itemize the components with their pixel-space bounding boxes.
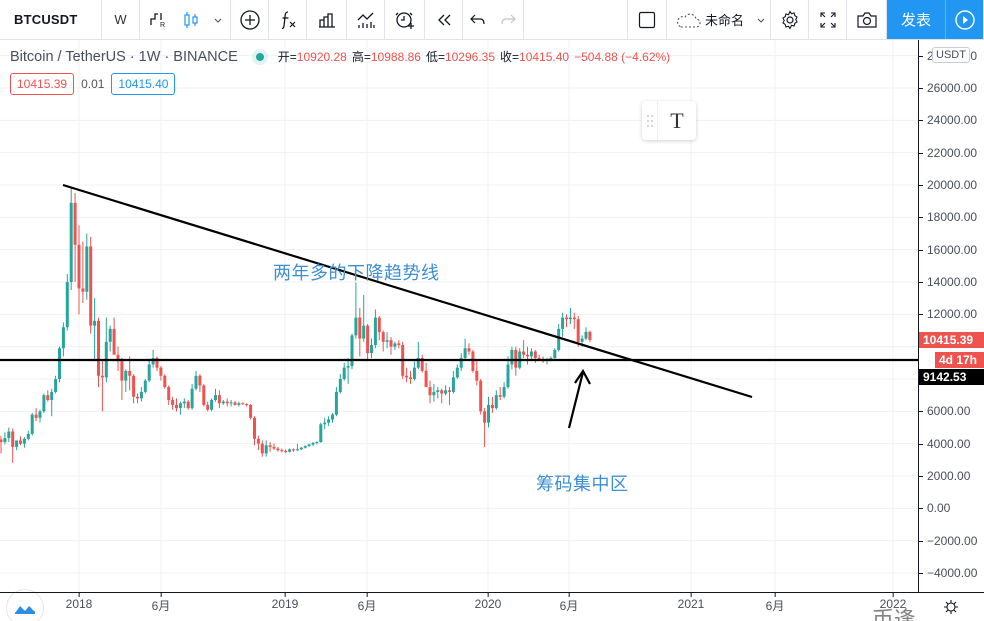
templates-icon[interactable] [347, 0, 385, 39]
horizontal-line-price-tag: 9142.53 [919, 369, 984, 385]
time-tick: 2021 [678, 593, 704, 611]
time-tick: 2019 [272, 593, 298, 611]
time-tick: 2020 [475, 593, 501, 611]
ohlc-open: 开=10920.28 [278, 48, 347, 65]
cloud-icon [675, 11, 701, 29]
bar-countdown-tag: 4d 17h [935, 352, 984, 368]
add-icon[interactable] [231, 0, 269, 39]
toolbar-spacer [524, 0, 628, 39]
drag-handle-icon[interactable] [642, 101, 658, 140]
chevron-down-icon [756, 15, 766, 25]
alert-icon[interactable] [385, 0, 425, 39]
time-axis[interactable]: 2018 6月 2019 6月 2020 6月 2021 6月 2022 [0, 592, 918, 621]
interval-button[interactable]: W [102, 0, 140, 39]
open-label: 开= [277, 50, 297, 64]
series-legend: Bitcoin / TetherUS · 1W · BINANCE 开=1092… [10, 48, 670, 65]
high-label: 高= [351, 50, 371, 64]
axis-settings-button[interactable] [918, 592, 984, 621]
replay-icon[interactable] [425, 0, 463, 39]
symbol-title[interactable]: Bitcoin / TetherUS · 1W · BINANCE [10, 48, 238, 65]
close-value: 10415.40 [519, 50, 570, 64]
redo-icon[interactable] [493, 11, 523, 29]
chart-style-group: R [140, 0, 231, 39]
select-box-icon[interactable] [628, 0, 667, 39]
floating-drawing-toolbar: T [642, 101, 696, 140]
chart-type-dropdown-icon[interactable] [206, 15, 230, 25]
open-value: 10920.28 [296, 50, 347, 64]
undo-redo-group [463, 0, 524, 39]
candlestick-plot[interactable] [0, 40, 918, 592]
compare-icon[interactable]: R [140, 10, 176, 30]
change-value: −504.88 (−4.62%) [574, 49, 671, 64]
indicators-icon[interactable] [269, 0, 307, 39]
layout-name-button[interactable]: 未命名 [667, 0, 771, 39]
time-tick: 6月 [766, 593, 784, 614]
market-status-icon[interactable] [255, 52, 264, 61]
time-tick: 2018 [66, 593, 92, 611]
last-price-tag: 10415.39 [919, 332, 984, 348]
ohlc-low: 低=10296.35 [426, 48, 495, 65]
gear-icon [944, 600, 958, 614]
ohlc-close: 收=10415.40 [500, 48, 569, 65]
watermark: 币逢源 [838, 602, 918, 621]
camera-icon[interactable] [847, 0, 887, 39]
settings-icon[interactable] [771, 0, 809, 39]
candles-icon[interactable] [176, 10, 206, 30]
play-icon[interactable] [946, 0, 984, 39]
fullscreen-icon[interactable] [809, 0, 847, 39]
time-tick: 6月 [152, 593, 170, 614]
high-value: 10988.86 [370, 50, 421, 64]
time-tick: 2022 [880, 593, 906, 611]
layout-name: 未命名 [705, 13, 745, 28]
top-toolbar: BTCUSDT W R [0, 0, 984, 40]
undo-icon[interactable] [463, 11, 493, 29]
spread-value: 0.01 [81, 77, 105, 91]
ohlc-high: 高=10988.86 [352, 48, 421, 65]
close-label: 收= [500, 50, 520, 64]
buy-button[interactable]: 10415.40 [111, 73, 176, 95]
chart-pane[interactable]: 两年多的下降趋势线 筹码集中区 币逢源 [0, 40, 918, 621]
tradingview-logo-icon [14, 603, 36, 614]
low-value: 10296.35 [444, 50, 496, 64]
time-tick: 6月 [560, 593, 578, 614]
low-label: 低= [425, 50, 445, 64]
sell-button[interactable]: 10415.39 [10, 73, 75, 95]
text-tool-icon[interactable]: T [670, 107, 684, 133]
tradingview-logo-button[interactable] [6, 589, 44, 621]
time-tick: 6月 [358, 593, 376, 614]
currency-label[interactable]: USDT [932, 47, 970, 63]
symbol-search-button[interactable]: BTCUSDT [0, 0, 102, 39]
publish-button[interactable]: 发表 [887, 0, 946, 39]
svg-text:R: R [160, 22, 165, 29]
price-axis[interactable]: 26000.00 24000.00 22000.00 20000.00 18000.00… [918, 40, 984, 592]
watermark-text: 币逢源 [871, 607, 916, 621]
bar-chart-icon[interactable] [307, 0, 347, 39]
trendline-annotation[interactable]: 两年多的下降趋势线 [273, 263, 440, 283]
buy-sell-panel: 10415.39 0.01 10415.40 [10, 73, 176, 95]
chip-zone-annotation[interactable]: 筹码集中区 [536, 474, 629, 494]
